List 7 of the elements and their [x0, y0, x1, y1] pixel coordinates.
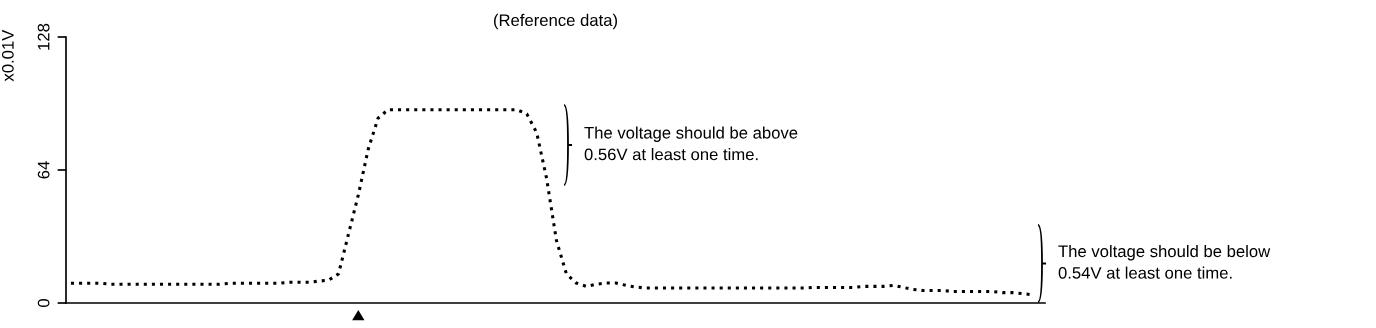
y-tick-label: 128 — [37, 23, 50, 50]
y-tick-label: 64 — [37, 161, 50, 179]
y-axis-title: x0.01V — [1, 29, 14, 82]
annotation: The voltage should be above 0.56V at least one time. — [584, 126, 798, 161]
y-tick-label: 0 — [37, 299, 50, 307]
text: The voltage should be below 0.54V at least one time. — [1058, 244, 1271, 279]
chart-title: (Reference data) — [494, 13, 617, 30]
